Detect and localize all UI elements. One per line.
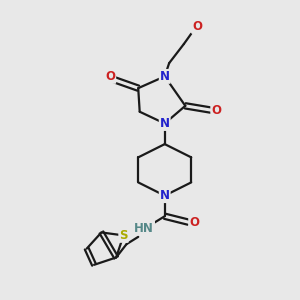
Text: S: S xyxy=(119,229,128,242)
Text: O: O xyxy=(105,70,115,83)
Text: N: N xyxy=(160,117,170,130)
Text: N: N xyxy=(160,189,170,202)
Text: O: O xyxy=(211,104,221,117)
Text: O: O xyxy=(192,20,202,33)
Text: O: O xyxy=(189,216,199,229)
Text: HN: HN xyxy=(134,221,154,235)
Text: N: N xyxy=(160,70,170,83)
